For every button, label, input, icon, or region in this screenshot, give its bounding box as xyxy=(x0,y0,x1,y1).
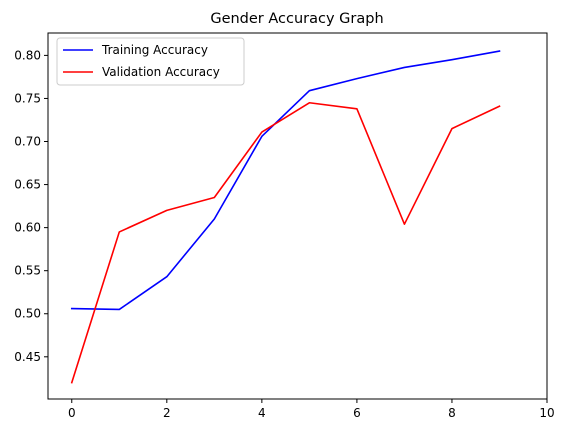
x-tick-label: 4 xyxy=(258,406,266,420)
y-tick-label: 0.45 xyxy=(14,350,41,364)
x-tick-label: 10 xyxy=(539,406,554,420)
y-tick-label: 0.75 xyxy=(14,91,41,105)
plot-frame xyxy=(47,32,548,400)
series-line-validation-accuracy xyxy=(70,101,501,384)
legend-label: Validation Accuracy xyxy=(102,65,220,79)
series-line-training-accuracy xyxy=(70,50,501,311)
y-tick-label: 0.70 xyxy=(14,135,41,149)
y-tick-label: 0.60 xyxy=(14,221,41,235)
y-tick-label: 0.55 xyxy=(14,264,41,278)
legend-box xyxy=(56,37,245,86)
legend: Training Accuracy Validation Accuracy xyxy=(56,37,245,86)
legend-label: Training Accuracy xyxy=(101,43,208,57)
series-layer xyxy=(70,50,501,384)
x-axis: 0 2 4 6 8 10 xyxy=(68,399,555,420)
y-axis: 0.45 0.50 0.55 0.60 0.65 0.70 0.75 0.80 xyxy=(14,48,48,364)
y-tick-label: 0.50 xyxy=(14,307,41,321)
chart-title: Gender Accuracy Graph xyxy=(210,11,383,27)
x-tick-label: 6 xyxy=(353,406,361,420)
y-tick-label: 0.80 xyxy=(14,48,41,62)
x-tick-label: 0 xyxy=(68,406,76,420)
y-tick-label: 0.65 xyxy=(14,178,41,192)
x-tick-label: 2 xyxy=(163,406,171,420)
x-tick-label: 8 xyxy=(448,406,456,420)
